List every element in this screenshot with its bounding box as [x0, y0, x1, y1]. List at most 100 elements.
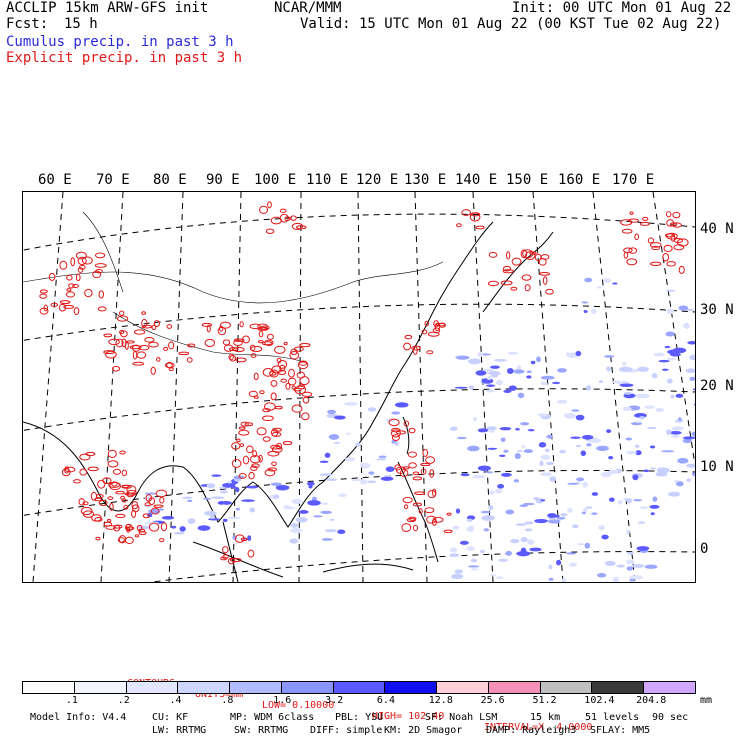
cumulus-precip-cell	[608, 455, 614, 460]
explicit-precip-contour	[639, 221, 650, 226]
explicit-precip-contour	[279, 213, 289, 223]
cumulus-precip-cell	[587, 438, 602, 444]
precip-map	[22, 191, 696, 583]
cumulus-precip-cell	[608, 469, 619, 474]
cumulus-precip-cell	[540, 472, 552, 477]
explicit-precip-contour	[391, 427, 401, 433]
cumulus-precip-cell	[580, 450, 587, 457]
cumulus-precip-cell	[604, 355, 615, 358]
cumulus-precip-cell	[622, 406, 632, 411]
cumulus-precip-cell	[344, 401, 358, 406]
explicit-precip-contour	[239, 443, 245, 448]
cumulus-precip-cell	[612, 282, 618, 285]
explicit-precip-contour	[246, 445, 254, 454]
explicit-precip-contour	[132, 361, 145, 366]
cumulus-precip-cell	[556, 399, 568, 404]
explicit-precip-contour	[627, 218, 640, 223]
cumulus-precip-cell	[603, 278, 611, 283]
explicit-precip-contour	[670, 234, 676, 242]
cumulus-precip-cell	[385, 466, 395, 472]
cumulus-precip-cell	[694, 403, 695, 406]
explicit-precip-contour	[672, 211, 681, 219]
explicit-precip-contour	[97, 306, 107, 312]
explicit-precip-contour	[426, 350, 434, 355]
explicit-precip-contour	[302, 396, 310, 404]
cumulus-precip-cell	[685, 463, 695, 468]
explicit-precip-contour	[218, 325, 224, 332]
cumulus-precip-cell	[626, 498, 632, 504]
lon-label: 170 E	[612, 172, 655, 188]
cumulus-precip-cell	[519, 504, 528, 508]
cumulus-precip-cell	[618, 366, 633, 373]
cumulus-precip-cell	[207, 518, 221, 521]
explicit-precip-contour	[391, 434, 400, 442]
cumulus-precip-cell	[485, 471, 494, 474]
explicit-precip-contour	[109, 502, 114, 511]
explicit-precip-contour	[524, 284, 531, 292]
cumulus-legend: Cumulus precip. in past 3 h	[6, 34, 234, 50]
explicit-precip-contour	[431, 518, 437, 526]
explicit-precip-contour	[178, 351, 190, 356]
explicit-precip-contour	[150, 507, 160, 515]
cumulus-precip-cell	[498, 558, 508, 562]
color-swatch	[592, 682, 645, 693]
cumulus-precip-cell	[546, 434, 554, 439]
cumulus-precip-cell	[548, 577, 554, 581]
explicit-precip-contour	[166, 324, 173, 329]
cumulus-precip-cell	[583, 508, 588, 512]
cumulus-precip-cell	[517, 450, 523, 453]
cumulus-precip-cell	[653, 352, 666, 357]
explicit-precip-contour	[107, 460, 119, 468]
explicit-precip-contour	[252, 450, 257, 458]
explicit-precip-contour	[258, 330, 264, 338]
cumulus-precip-cell	[324, 529, 337, 533]
explicit-precip-contour	[144, 336, 155, 343]
explicit-precip-contour	[510, 286, 518, 291]
cumulus-precip-cell	[694, 375, 695, 378]
explicit-precip-contour	[279, 364, 286, 372]
cumulus-precip-cell	[591, 492, 599, 496]
explicit-precip-contour	[92, 270, 102, 279]
explicit-precip-contour	[425, 456, 436, 464]
cumulus-precip-cell	[647, 426, 657, 430]
explicit-precip-contour	[66, 288, 72, 292]
explicit-precip-contour	[265, 228, 275, 234]
explicit-precip-contour	[663, 244, 673, 253]
cumulus-precip-cell	[569, 562, 577, 567]
cumulus-precip-cell	[503, 389, 512, 393]
cumulus-precip-cell	[367, 407, 377, 412]
explicit-precip-contour	[420, 468, 427, 475]
cumulus-precip-cell	[644, 564, 658, 569]
cumulus-precip-cell	[635, 420, 642, 423]
color-scale-bar	[22, 681, 696, 694]
explicit-precip-contour	[388, 418, 400, 427]
explicit-precip-contour	[63, 304, 75, 309]
explicit-precip-contour	[673, 244, 685, 251]
cumulus-precip-cell	[606, 429, 612, 434]
explicit-precip-contour	[257, 326, 269, 331]
explicit-precip-contour	[270, 380, 278, 387]
cumulus-precip-cell	[345, 432, 351, 435]
color-tick-label: 1.6	[273, 695, 292, 706]
explicit-precip-contour	[141, 311, 146, 315]
explicit-precip-contour	[418, 508, 423, 514]
explicit-precip-contour	[77, 267, 84, 273]
explicit-precip-contour	[424, 507, 435, 514]
graticule	[23, 192, 695, 582]
explicit-precip-contour	[403, 504, 409, 510]
color-tick-label: 204.8	[636, 695, 667, 706]
cumulus-precip-cell	[219, 490, 228, 494]
explicit-precip-contour	[121, 484, 130, 488]
explicit-precip-contour	[234, 534, 245, 543]
cumulus-precip-cell	[643, 469, 650, 473]
cumulus-precip-cell	[665, 331, 675, 337]
explicit-precip-contour	[502, 265, 512, 272]
cumulus-precip-cell	[472, 474, 486, 479]
explicit-precip-contour	[250, 345, 263, 352]
explicit-precip-contour	[285, 382, 291, 390]
lon-label: 60 E	[38, 172, 72, 188]
explicit-precip-contour	[244, 422, 254, 427]
explicit-precip-contour	[628, 247, 638, 254]
explicit-precip-contour	[262, 436, 271, 442]
explicit-precip-contour	[85, 451, 96, 457]
